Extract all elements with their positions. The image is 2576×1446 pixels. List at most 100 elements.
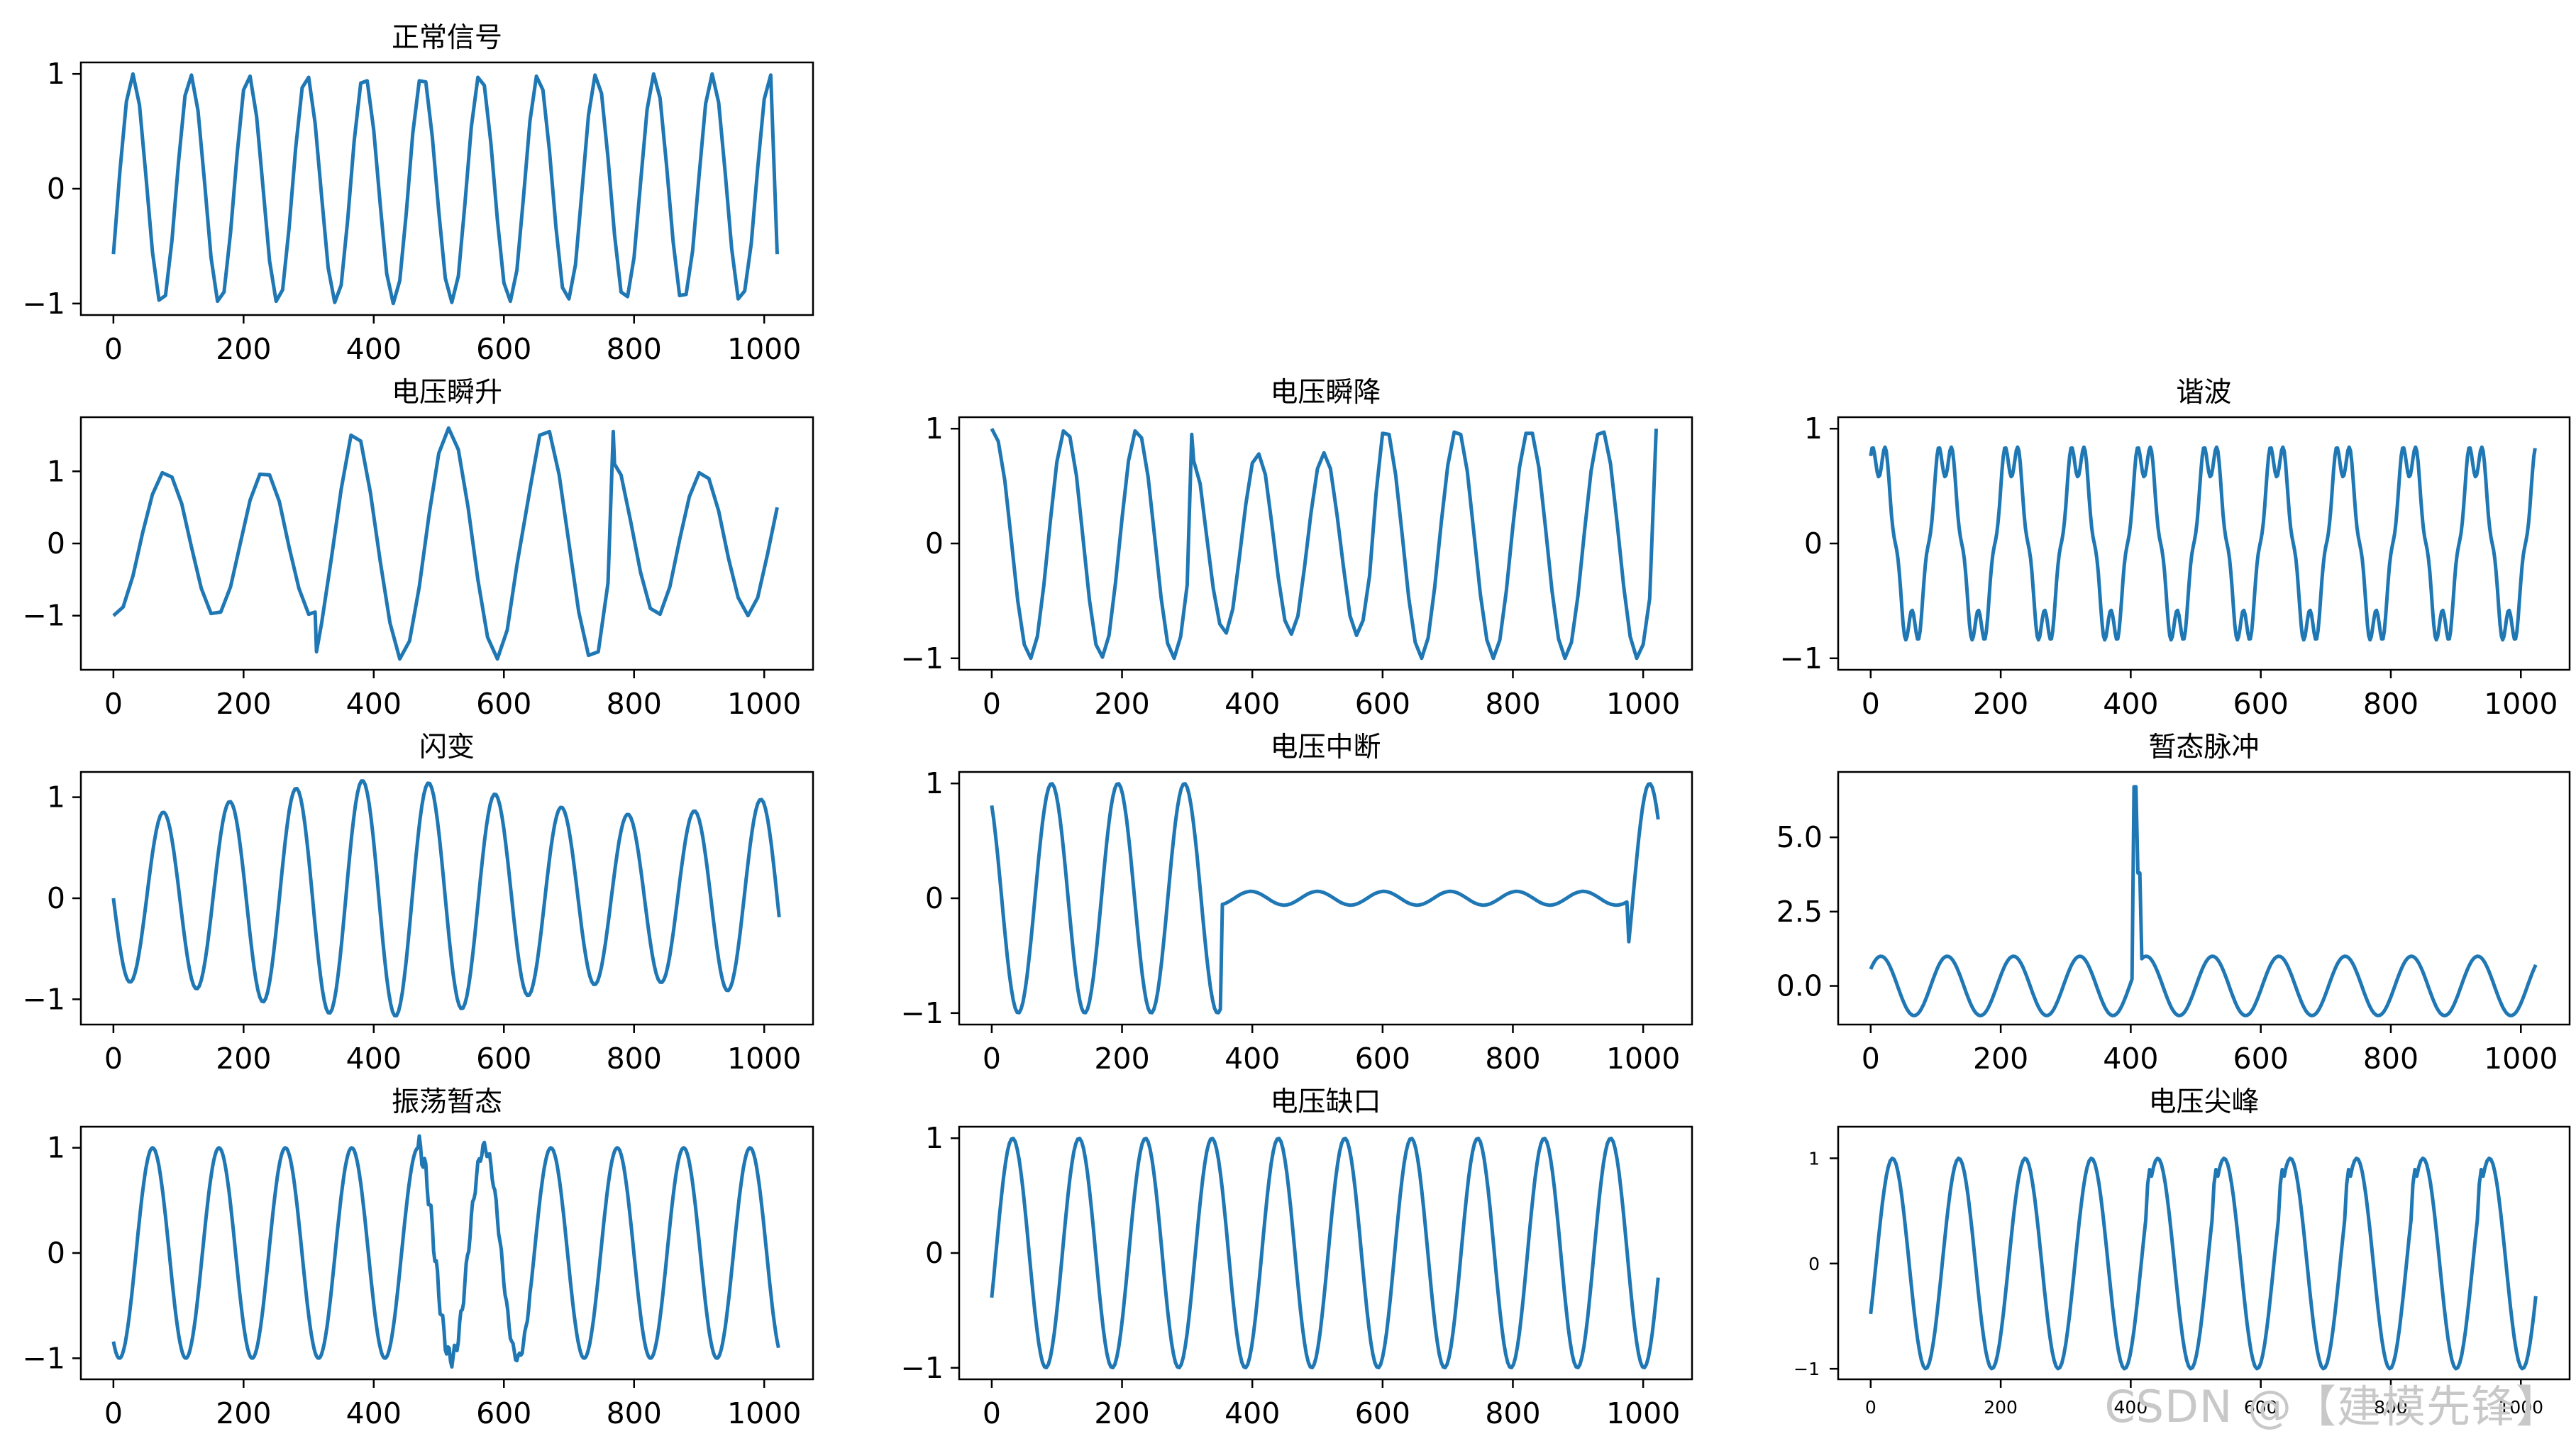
series-line-4-1 xyxy=(1869,445,2537,642)
y-tick-label: 1 xyxy=(47,454,65,488)
x-tick-label: 600 xyxy=(2244,1397,2278,1418)
y-tick-label: −1 xyxy=(901,996,944,1030)
y-tick-label: 1 xyxy=(47,57,65,91)
y-tick-label: 1 xyxy=(925,1121,944,1155)
subplot-title: 谐波 xyxy=(2176,377,2231,409)
y-tick-label: −1 xyxy=(901,1351,944,1385)
y-tick-label: 1 xyxy=(1808,1149,1820,1169)
x-tick-label: 1000 xyxy=(727,1042,801,1076)
subplot-5: 0 200 400 600 800 1000 −1 0 1 闪变 xyxy=(23,732,814,1076)
x-tick-label: 1000 xyxy=(2484,1042,2558,1076)
x-tick-label: 600 xyxy=(1355,1042,1410,1076)
subplot-6: 0 200 400 600 800 1000 −1 0 1 电压中断 xyxy=(901,732,1693,1076)
x-tick-label: 800 xyxy=(607,1396,662,1430)
y-tick-label: 0 xyxy=(925,1236,944,1270)
x-tick-label: 400 xyxy=(2103,1042,2158,1076)
series-line-6-1 xyxy=(990,782,1660,1015)
x-tick-label: 1000 xyxy=(727,1396,801,1430)
subplot-2: 0 200 400 600 800 1000 −1 0 1 电压瞬升 xyxy=(23,377,814,721)
x-tick-label: 400 xyxy=(346,1042,402,1076)
x-tick-label: 1000 xyxy=(2484,687,2558,721)
y-tick-label: 1 xyxy=(925,412,944,446)
series-line-1-1 xyxy=(111,72,779,306)
series-line-3-1 xyxy=(990,428,1658,661)
y-tick-label: −1 xyxy=(901,641,944,675)
y-tick-label: 0 xyxy=(47,1236,65,1270)
x-tick-label: 600 xyxy=(2233,1042,2289,1076)
axes-frame xyxy=(1837,771,2571,1026)
x-tick-label: 0 xyxy=(104,1042,123,1076)
x-tick-label: 800 xyxy=(2363,687,2419,721)
x-tick-label: 200 xyxy=(1094,687,1149,721)
y-tick-label: −1 xyxy=(1793,1359,1820,1379)
y-tick-label: 0 xyxy=(1804,526,1823,561)
x-tick-label: 800 xyxy=(607,1042,662,1076)
x-tick-label: 400 xyxy=(2114,1397,2148,1418)
x-tick-label: 400 xyxy=(1225,687,1280,721)
series-line-5-1 xyxy=(111,779,781,1017)
csdn-watermark: CSDN @【建模先锋】 xyxy=(2104,1381,2560,1433)
subplot-10: 0 200 400 600 800 1000 −1 0 1 电压尖峰 xyxy=(1793,1086,2571,1418)
series-line-10-1 xyxy=(1869,1157,2538,1371)
x-tick-label: 400 xyxy=(1225,1042,1280,1076)
x-tick-label: 0 xyxy=(983,1042,1001,1076)
x-tick-label: 800 xyxy=(607,687,662,721)
x-tick-label: 0 xyxy=(1865,1397,1876,1418)
subplot-1: 0 200 400 600 800 1000 −1 0 1 正常信号 xyxy=(23,22,814,366)
x-tick-label: 800 xyxy=(1485,1042,1540,1076)
x-tick-label: 0 xyxy=(104,332,123,366)
y-tick-label: 0 xyxy=(1808,1254,1820,1274)
subplot-title: 电压尖峰 xyxy=(2148,1086,2259,1118)
y-tick-label: 1 xyxy=(47,780,65,815)
y-tick-label: 0 xyxy=(925,526,944,561)
x-tick-label: 400 xyxy=(346,687,402,721)
series-line-2-1 xyxy=(112,426,779,661)
x-tick-label: 1000 xyxy=(727,687,801,721)
y-tick-label: 0 xyxy=(47,526,65,561)
y-tick-label: 1 xyxy=(925,766,944,800)
x-tick-label: 0 xyxy=(983,1396,1001,1430)
y-tick-label: 1 xyxy=(1804,412,1823,446)
x-tick-label: 200 xyxy=(216,1042,271,1076)
x-tick-label: 600 xyxy=(1355,687,1410,721)
y-tick-label: 0.0 xyxy=(1776,969,1823,1003)
subplot-3: 0 200 400 600 800 1000 −1 0 1 电压瞬降 xyxy=(901,377,1693,721)
axes-frame xyxy=(1837,1125,2571,1381)
x-tick-label: 1000 xyxy=(1606,687,1680,721)
x-tick-label: 200 xyxy=(216,1396,271,1430)
x-tick-label: 1000 xyxy=(1606,1396,1680,1430)
x-tick-label: 400 xyxy=(346,1396,402,1430)
subplot-title: 振荡暂态 xyxy=(392,1086,502,1118)
x-tick-label: 800 xyxy=(1485,1396,1540,1430)
series-line-7-1 xyxy=(1869,785,2538,1017)
y-tick-label: −1 xyxy=(23,1341,65,1375)
y-tick-label: −1 xyxy=(1780,641,1823,675)
subplot-title: 闪变 xyxy=(419,732,475,763)
subplot-title: 暂态脉冲 xyxy=(2148,732,2259,763)
x-tick-label: 200 xyxy=(216,332,271,366)
x-tick-label: 200 xyxy=(1984,1397,2018,1418)
x-tick-label: 0 xyxy=(1862,687,1880,721)
y-tick-label: −1 xyxy=(23,599,65,633)
x-tick-label: 0 xyxy=(104,687,123,721)
subplot-title: 正常信号 xyxy=(392,22,502,54)
x-tick-label: 0 xyxy=(1862,1042,1880,1076)
x-tick-label: 200 xyxy=(216,687,271,721)
subplot-title: 电压缺口 xyxy=(1270,1086,1381,1118)
axes-frame xyxy=(958,1125,1693,1381)
y-tick-label: −1 xyxy=(23,982,65,1016)
x-tick-label: 0 xyxy=(104,1396,123,1430)
x-tick-label: 400 xyxy=(2103,687,2158,721)
y-tick-label: 0 xyxy=(925,881,944,915)
x-tick-label: 600 xyxy=(2233,687,2289,721)
x-tick-label: 600 xyxy=(476,1396,531,1430)
x-tick-label: 200 xyxy=(1094,1042,1149,1076)
x-tick-label: 1000 xyxy=(2498,1397,2543,1418)
y-tick-label: 2.5 xyxy=(1776,895,1823,929)
x-tick-label: 400 xyxy=(1225,1396,1280,1430)
x-tick-label: 400 xyxy=(346,332,402,366)
x-tick-label: 600 xyxy=(476,687,531,721)
x-tick-label: 200 xyxy=(1973,1042,2028,1076)
y-tick-label: 0 xyxy=(47,172,65,206)
